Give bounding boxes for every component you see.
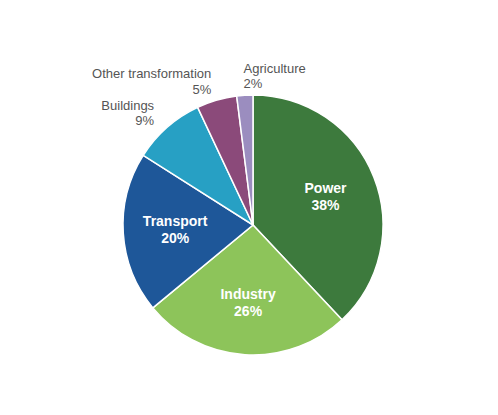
svg-text:Transport20%: Transport20% (143, 213, 208, 246)
svg-text:Other transformation5%: Other transformation5% (92, 66, 212, 97)
svg-text:Industry26%: Industry26% (220, 286, 275, 319)
svg-text:Agriculture2%: Agriculture2% (244, 61, 306, 92)
svg-text:Power38%: Power38% (305, 180, 348, 213)
svg-text:Buildings9%: Buildings9% (101, 98, 154, 129)
